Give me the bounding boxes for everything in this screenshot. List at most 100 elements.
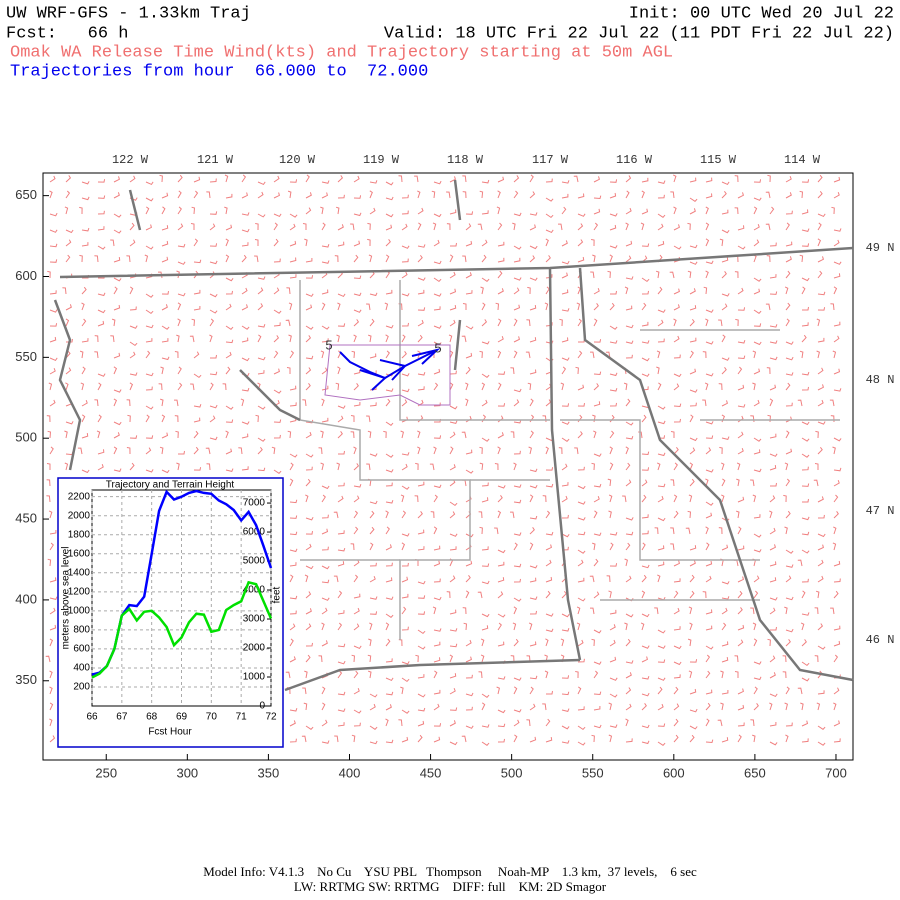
longitude-label: 119 W bbox=[363, 153, 400, 167]
wind-barb bbox=[257, 356, 266, 361]
wind-barb bbox=[513, 175, 520, 183]
wind-barb bbox=[721, 622, 727, 631]
wind-barb bbox=[561, 308, 570, 312]
wind-barb bbox=[542, 703, 547, 711]
wind-barb bbox=[465, 382, 469, 391]
wind-barb bbox=[385, 254, 390, 263]
wind-barb bbox=[225, 303, 232, 311]
wind-barb bbox=[641, 542, 646, 551]
wind-barb bbox=[353, 623, 360, 631]
wind-barb bbox=[318, 447, 323, 455]
wind-barb bbox=[593, 629, 602, 634]
longitude-label: 116 W bbox=[616, 153, 653, 167]
wind-barb bbox=[257, 334, 262, 343]
wind-barb bbox=[753, 686, 758, 695]
wind-barb bbox=[561, 206, 567, 215]
wind-barb bbox=[705, 318, 709, 327]
wind-barb bbox=[209, 260, 218, 265]
wind-barb bbox=[465, 674, 473, 679]
wind-barb bbox=[193, 306, 201, 311]
region-outline bbox=[324, 344, 451, 406]
wind-barb bbox=[145, 386, 153, 391]
wind-barb bbox=[288, 302, 293, 311]
wind-barb bbox=[178, 450, 185, 455]
wind-barb bbox=[737, 526, 742, 535]
wind-barb bbox=[817, 623, 824, 631]
wind-barb bbox=[784, 702, 788, 711]
wind-barb bbox=[49, 368, 56, 375]
wind-barb bbox=[833, 273, 841, 279]
wind-barb bbox=[609, 402, 617, 407]
wind-barb bbox=[657, 677, 666, 681]
wind-barb bbox=[545, 638, 549, 647]
wind-barb bbox=[241, 287, 248, 295]
wind-barb bbox=[657, 194, 665, 199]
wind-barb bbox=[737, 245, 746, 250]
wind-barb bbox=[433, 325, 442, 329]
wind-barb bbox=[320, 462, 324, 471]
wind-barb bbox=[737, 340, 746, 344]
wind-barb bbox=[81, 469, 90, 474]
wind-barb bbox=[561, 240, 568, 247]
wind-barb bbox=[529, 542, 534, 551]
wind-barb bbox=[417, 446, 421, 455]
wind-barb bbox=[609, 245, 618, 249]
wind-barb bbox=[625, 638, 631, 647]
lake bbox=[128, 179, 462, 371]
wind-barb bbox=[81, 181, 90, 185]
wind-barb bbox=[81, 302, 85, 311]
wind-barb bbox=[449, 446, 454, 455]
wind-barb bbox=[257, 303, 264, 311]
wind-barb bbox=[193, 430, 199, 439]
wind-barb bbox=[321, 702, 326, 711]
wind-barb bbox=[461, 431, 467, 439]
wind-barb bbox=[289, 240, 297, 247]
x-tick-label: 600 bbox=[663, 765, 685, 780]
wind-barb bbox=[529, 255, 536, 263]
wind-barb bbox=[481, 741, 490, 746]
wind-barb bbox=[321, 719, 328, 727]
wind-barb bbox=[817, 533, 826, 538]
wind-barb bbox=[673, 510, 679, 519]
y2-tick-label: 4000 bbox=[243, 585, 266, 596]
wind-barb bbox=[446, 591, 451, 599]
wind-barb bbox=[640, 622, 645, 631]
x-tick-label: 69 bbox=[176, 712, 188, 723]
wind-barb bbox=[815, 430, 819, 439]
wind-barb bbox=[301, 735, 307, 743]
wind-barb bbox=[513, 677, 522, 681]
wind-barb bbox=[398, 175, 403, 183]
wind-barb bbox=[576, 606, 581, 615]
wind-barb bbox=[737, 225, 745, 231]
wind-barb bbox=[609, 693, 618, 698]
wind-barb bbox=[529, 484, 538, 489]
wind-barb bbox=[529, 527, 535, 535]
wind-barb bbox=[481, 482, 489, 487]
x-tick-label: 67 bbox=[116, 712, 128, 723]
wind-barb bbox=[799, 190, 804, 199]
wind-barb bbox=[289, 562, 297, 567]
wind-barb bbox=[769, 274, 777, 279]
wind-barb bbox=[833, 625, 841, 631]
wind-barb bbox=[193, 373, 202, 379]
wind-barb bbox=[433, 578, 441, 583]
wind-barb bbox=[721, 596, 730, 600]
wind-barb bbox=[113, 389, 122, 393]
wind-barb bbox=[49, 175, 56, 183]
wind-barb bbox=[529, 596, 538, 600]
wind-barb bbox=[49, 229, 58, 233]
wind-barb bbox=[417, 244, 426, 248]
wind-barb bbox=[430, 511, 435, 519]
wind-barb bbox=[320, 430, 324, 439]
wind-barb bbox=[159, 174, 163, 183]
wind-barb bbox=[353, 510, 359, 519]
wind-barb bbox=[657, 483, 666, 488]
wind-barb bbox=[769, 398, 774, 407]
wind-barb bbox=[719, 238, 724, 247]
wind-barb bbox=[433, 306, 441, 311]
x-tick-label: 70 bbox=[206, 712, 218, 723]
wind-barb bbox=[353, 212, 362, 217]
wind-barb bbox=[225, 290, 233, 295]
wind-barb bbox=[481, 702, 486, 711]
wind-barb bbox=[465, 223, 472, 231]
